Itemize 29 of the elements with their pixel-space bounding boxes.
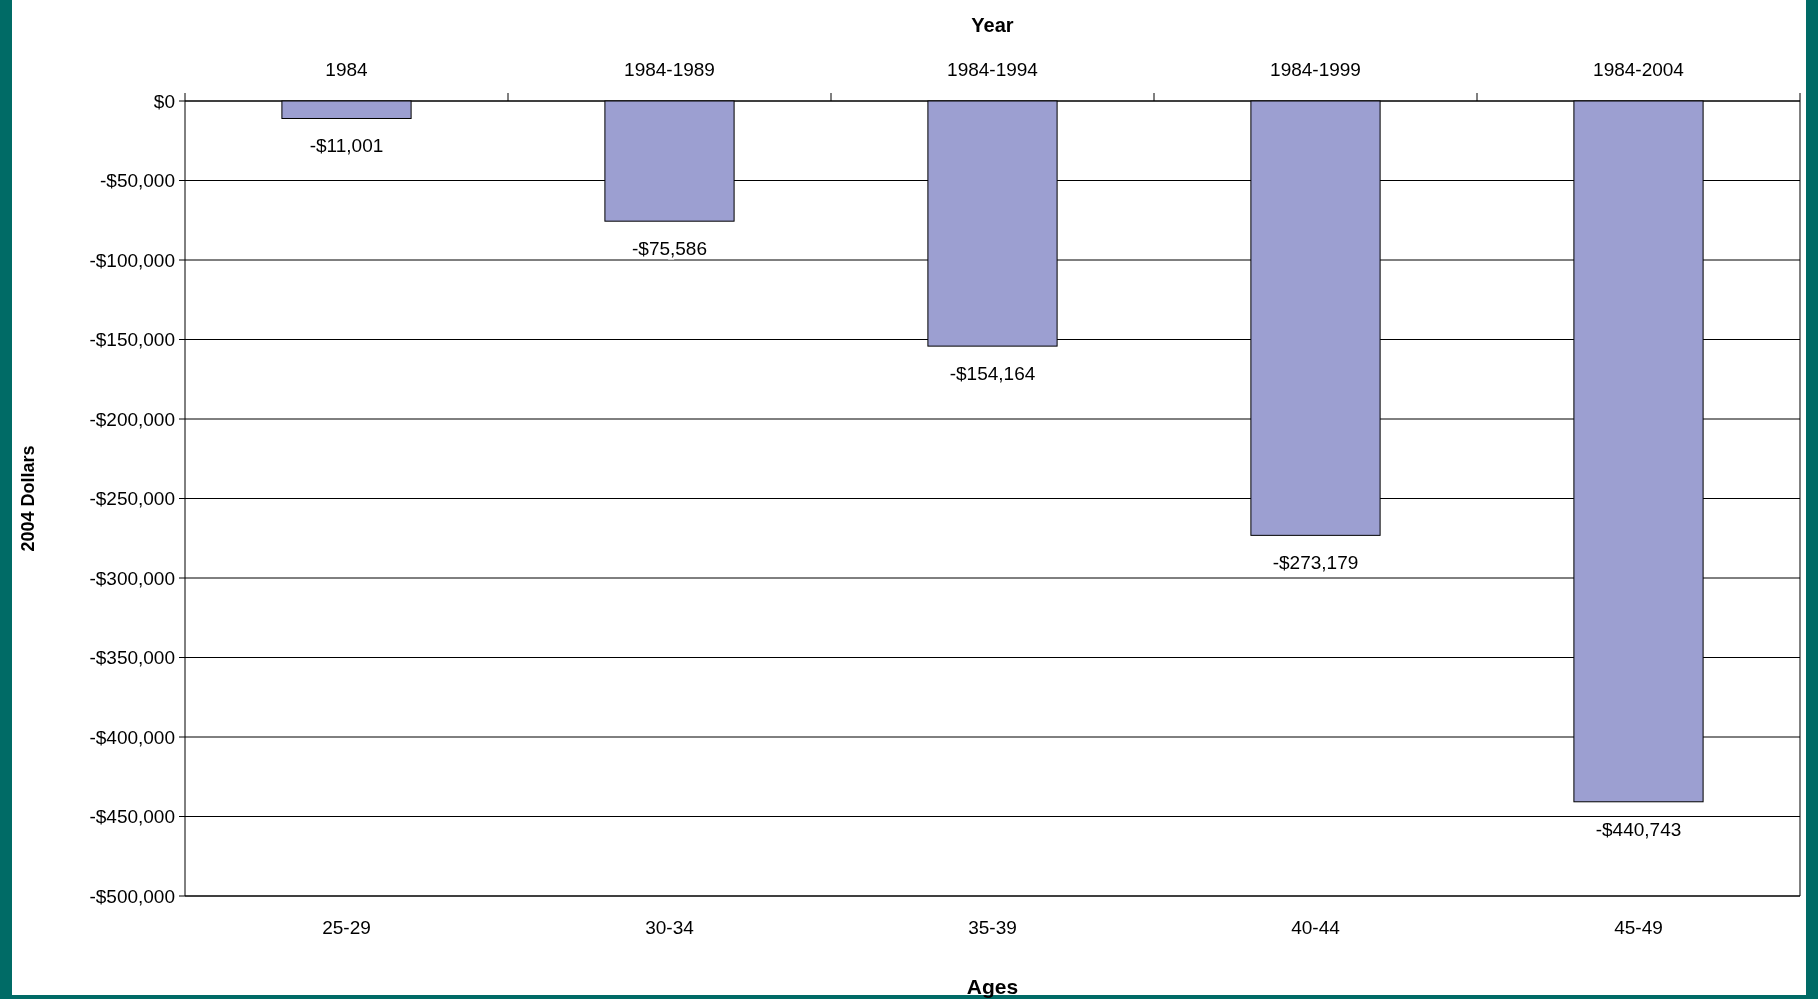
text: 1984 xyxy=(325,59,369,80)
y-tick-label: -$150,000 xyxy=(89,329,175,351)
y-tick-label: -$50,000 xyxy=(99,170,175,192)
y-tick-label: -$500,000 xyxy=(89,885,175,907)
data-label: -$154,164 xyxy=(949,363,1036,385)
y-tick-label: -$350,000 xyxy=(89,647,175,669)
y-tick-label: -$100,000 xyxy=(89,249,175,271)
x-tick-label: 25-29 xyxy=(322,917,371,938)
x-tick-label: 45-49 xyxy=(1614,917,1663,938)
data-label: -$11,001 xyxy=(309,135,384,157)
text: 1984-1989 xyxy=(624,59,715,80)
y-tick-label: -$450,000 xyxy=(89,806,175,828)
text: 1984-2004 xyxy=(1593,59,1685,80)
y-tick-label: $0 xyxy=(153,90,175,112)
y-tick-label: -$250,000 xyxy=(89,488,175,510)
x-axis-title: Ages xyxy=(966,975,1019,998)
y-tick-label: -$300,000 xyxy=(89,567,175,589)
y-tick-label: -$400,000 xyxy=(89,726,175,748)
x-tick-label: 40-44 xyxy=(1291,917,1341,938)
y-tick-label: -$200,000 xyxy=(89,408,175,430)
text: 1984-1994 xyxy=(947,59,1039,80)
x-tick-label: 35-39 xyxy=(968,917,1017,938)
x2-axis-title: Year xyxy=(971,14,1014,36)
text: 1984-1999 xyxy=(1270,59,1361,80)
y-axis-title: 2004 Dollars xyxy=(18,445,38,552)
data-label: -$440,743 xyxy=(1595,818,1682,840)
data-label: -$75,586 xyxy=(631,238,708,260)
x-tick-label: 30-34 xyxy=(645,917,695,938)
data-label: -$273,179 xyxy=(1272,552,1359,574)
